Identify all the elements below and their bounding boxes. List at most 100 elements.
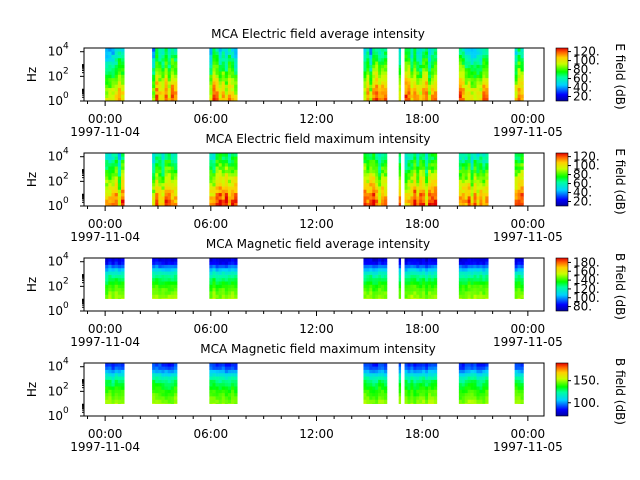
spectrogram-cell	[464, 382, 468, 387]
spectrogram-cell	[461, 267, 466, 272]
spectrogram-cell	[121, 379, 125, 384]
spectrogram-cell	[369, 294, 373, 299]
spectrogram-cell	[467, 274, 471, 279]
spectrogram-cell	[231, 202, 235, 207]
spectrogram-cell	[479, 389, 483, 394]
spectrogram-cell	[221, 297, 226, 299]
spectrogram-cell	[372, 77, 376, 82]
spectrogram-cell	[476, 94, 480, 98]
spectrogram-cell	[422, 363, 426, 367]
spectrogram-cell	[384, 87, 388, 92]
spectrogram-cell	[422, 97, 426, 102]
spectrogram-cell	[170, 284, 175, 289]
spectrogram-cell	[381, 159, 385, 164]
spectrogram-cell	[372, 258, 376, 262]
spectrogram-cell	[473, 402, 477, 404]
spectrogram-cell	[111, 396, 115, 400]
spectrogram-cell	[461, 87, 466, 92]
spectrogram-cell	[482, 172, 486, 177]
spectrogram-cell	[215, 48, 219, 52]
spectrogram-cell	[173, 67, 178, 72]
spectrogram-cell	[215, 169, 219, 174]
spectrogram-cell	[155, 284, 159, 289]
spectrogram-cell	[461, 84, 466, 89]
spectrogram-cell	[108, 74, 112, 79]
spectrogram-cell	[433, 156, 438, 160]
spectrogram-cell	[167, 57, 172, 62]
spectrogram-cell	[422, 192, 426, 197]
spectrogram-cell	[158, 284, 162, 289]
spectrogram-cell	[482, 71, 486, 75]
spectrogram-cell	[476, 54, 480, 59]
spectrogram-cell	[366, 87, 370, 92]
spectrogram-cell	[111, 156, 115, 160]
spectrogram-cell	[384, 386, 388, 390]
spectrogram-cell	[173, 169, 178, 174]
spectrogram-cell	[464, 84, 468, 89]
spectrogram-cell	[366, 376, 370, 380]
spectrogram-cell	[164, 169, 168, 174]
spectrogram-cell	[111, 284, 115, 289]
spectrogram-cell	[419, 297, 423, 299]
spectrogram-cell	[419, 51, 423, 55]
spectrogram-cell	[108, 182, 112, 187]
spectrogram-cell	[381, 271, 385, 275]
spectrogram-cell	[212, 156, 216, 160]
spectrogram-cell	[117, 67, 122, 72]
colorbar-tick-label: 120.	[573, 45, 600, 59]
spectrogram-cell	[419, 156, 423, 160]
spectrogram-cell	[430, 202, 435, 207]
spectrogram-cell	[215, 166, 219, 170]
spectrogram-cell	[227, 159, 232, 164]
spectrogram-cell	[485, 162, 489, 167]
spectrogram-cell	[482, 274, 486, 279]
spectrogram-cell	[155, 182, 159, 187]
spectrogram-cell	[111, 369, 115, 374]
spectrogram-cell	[105, 172, 109, 177]
spectrogram-cell	[167, 192, 172, 197]
spectrogram-cell	[464, 81, 468, 85]
spectrogram-cell	[520, 87, 524, 92]
spectrogram-cell	[212, 389, 216, 394]
spectrogram-cell	[381, 277, 385, 282]
spectrogram-cell	[231, 64, 235, 69]
spectrogram-cell	[404, 81, 408, 85]
spectrogram-cell	[517, 94, 521, 98]
spectrogram-cell	[464, 179, 468, 184]
spectrogram-cell	[517, 258, 521, 262]
spectrogram-cell	[433, 271, 438, 275]
spectrogram-cell	[108, 281, 112, 285]
spectrogram-cell	[158, 281, 162, 285]
spectrogram-cell	[476, 199, 480, 203]
spectrogram-cell	[111, 91, 115, 95]
spectrogram-cell	[375, 284, 379, 289]
spectrogram-cell	[369, 162, 373, 167]
spectrogram-cell	[378, 294, 382, 299]
spectrogram-cell	[372, 294, 376, 299]
spectrogram-cell	[108, 392, 112, 397]
spectrogram-cell	[372, 172, 376, 177]
spectrogram-cell	[363, 199, 367, 203]
spectrogram-cell	[467, 261, 471, 265]
spectrogram-cell	[458, 67, 463, 72]
spectrogram-cell	[227, 67, 232, 72]
spectrogram-cell	[108, 172, 112, 177]
spectrogram-cell	[422, 48, 426, 52]
spectrogram-cell	[479, 379, 483, 384]
spectrogram-cell	[470, 176, 474, 180]
spectrogram-cell	[404, 284, 408, 289]
spectrogram-cell	[167, 81, 172, 85]
spectrogram-cell	[212, 274, 216, 279]
spectrogram-cell	[473, 372, 477, 377]
spectrogram-cell	[114, 87, 119, 92]
spectrogram-cell	[366, 291, 370, 295]
spectrogram-cell	[375, 291, 379, 295]
spectrogram-cell	[479, 61, 483, 65]
spectrogram-cell	[121, 156, 125, 160]
spectrogram-cell	[218, 71, 223, 75]
spectrogram-cell	[381, 169, 385, 174]
spectrogram-cell	[227, 386, 232, 390]
spectrogram-cell	[413, 386, 417, 390]
spectrogram-cell	[105, 366, 109, 370]
spectrogram-cell	[407, 64, 411, 69]
